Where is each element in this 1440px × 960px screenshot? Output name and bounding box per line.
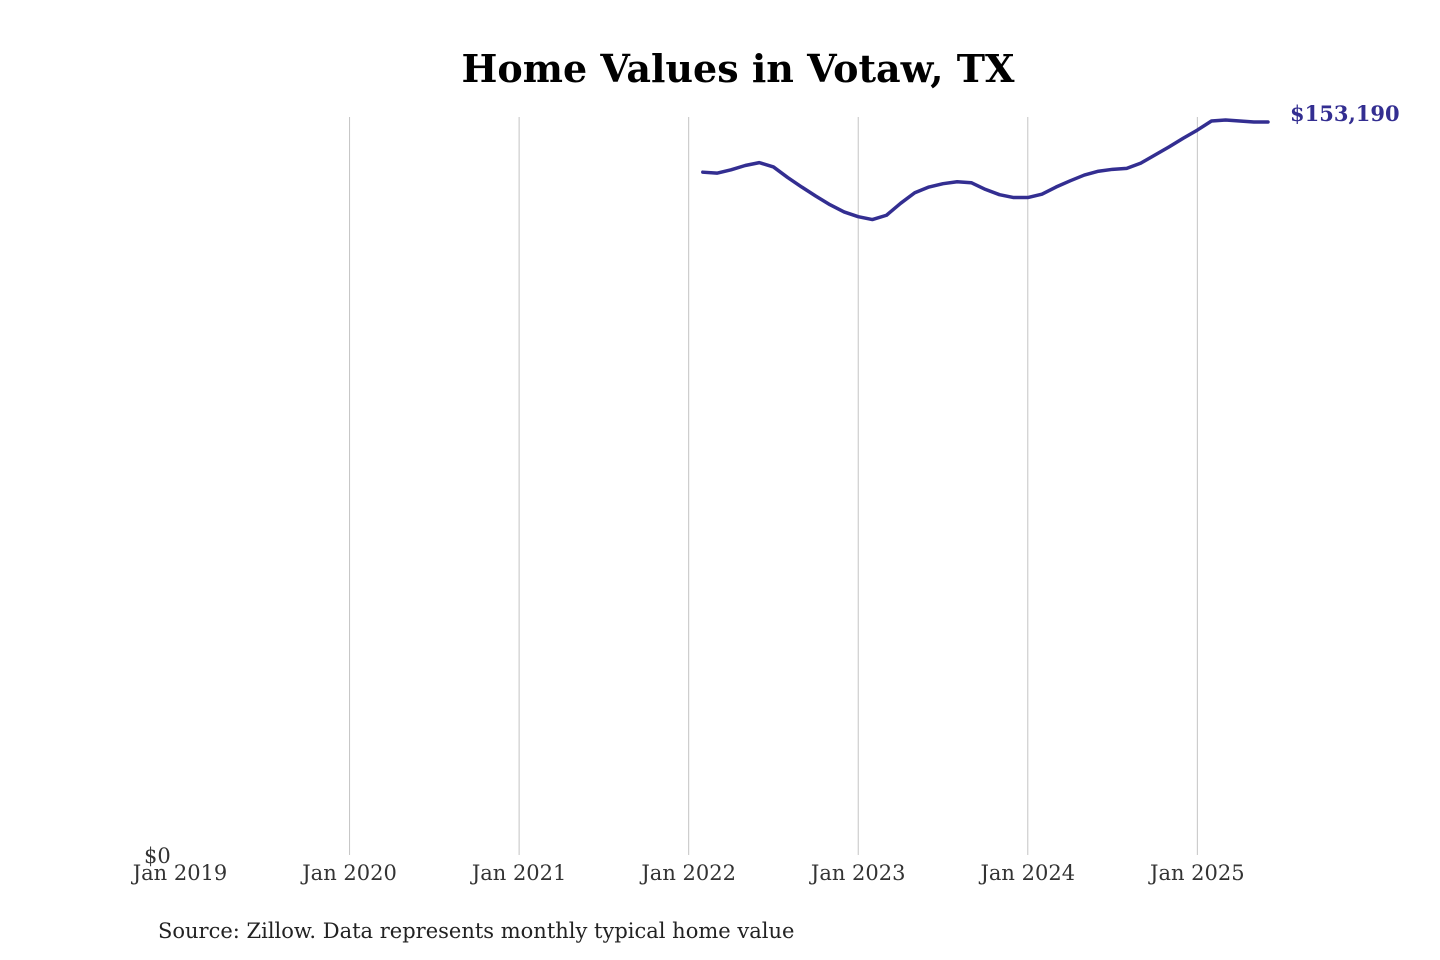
- chart-title: Home Values in Votaw, TX: [462, 46, 1016, 91]
- source-note: Source: Zillow. Data represents monthly …: [158, 919, 794, 943]
- gridlines: [349, 117, 1198, 855]
- x-tick-label: Jan 2022: [639, 861, 736, 885]
- x-tick-label: Jan 2024: [978, 861, 1075, 885]
- series-line: [701, 118, 1270, 222]
- x-tick-label: Jan 2023: [809, 861, 906, 885]
- end-value-label: $153,190: [1290, 101, 1400, 126]
- x-axis-ticks: Jan 2019 Jan 2020 Jan 2021 Jan 2022 Jan 2023…: [131, 861, 1245, 885]
- x-tick-label: Jan 2025: [1148, 861, 1245, 885]
- x-tick-label: Jan 2020: [300, 861, 397, 885]
- x-tick-label: Jan 2021: [470, 861, 567, 885]
- y-tick-label: $0: [144, 844, 171, 868]
- x-tick-label: Jan 2019: [131, 861, 228, 885]
